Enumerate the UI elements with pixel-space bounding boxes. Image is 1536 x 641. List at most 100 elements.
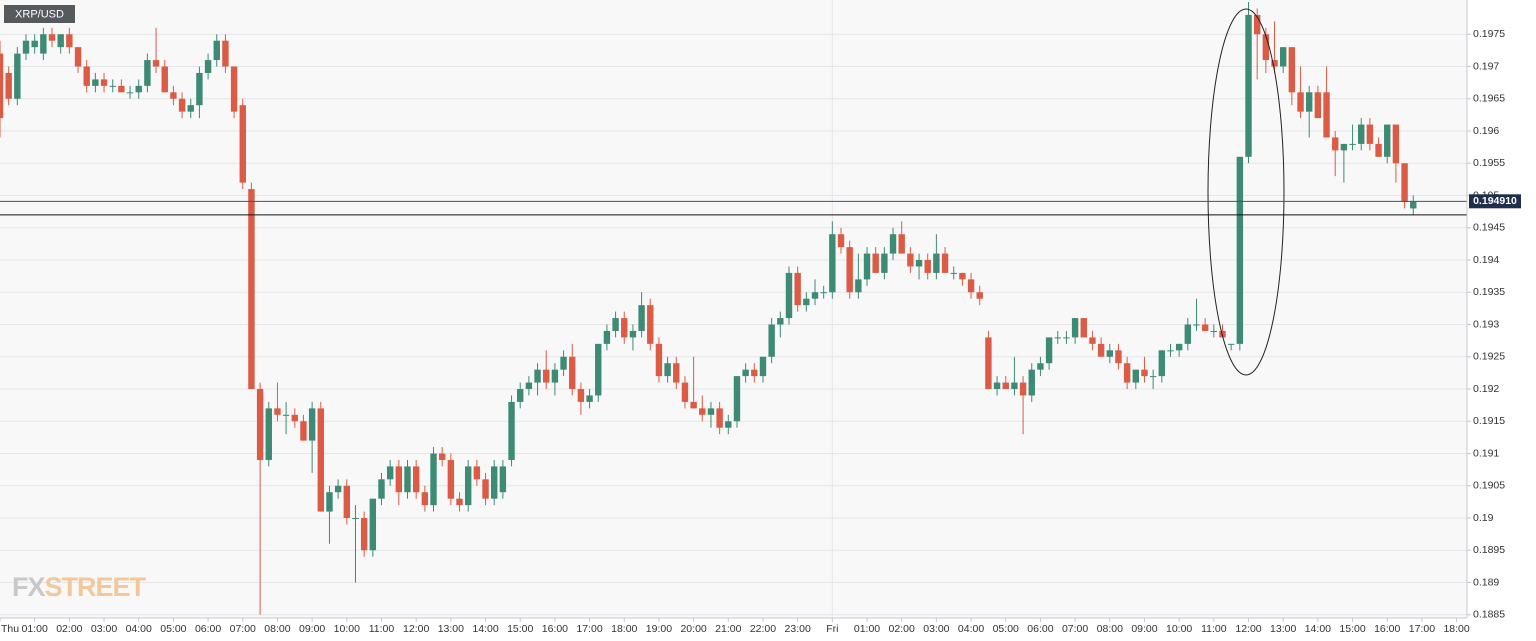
candle-body <box>74 47 82 67</box>
candle-body <box>473 466 481 480</box>
x-tick-label: 19:00 <box>646 623 672 635</box>
candle-body <box>404 466 411 493</box>
y-tick-label: 0.192 <box>1473 383 1499 395</box>
candle-body <box>126 92 134 94</box>
candle-body <box>1340 143 1348 151</box>
candle-body <box>464 466 472 506</box>
x-tick-label: 16:00 <box>1374 623 1400 635</box>
candle-body <box>785 272 793 319</box>
candle-body <box>144 60 151 86</box>
candle-body <box>1149 376 1157 378</box>
plot-area <box>0 0 1467 618</box>
candle-body <box>1184 324 1192 344</box>
watermark-street: STREET <box>45 572 147 602</box>
candle-body <box>317 408 324 512</box>
y-tick-label: 0.191 <box>1473 447 1499 459</box>
candle-body <box>256 389 264 460</box>
x-tick-label: 05:00 <box>160 623 186 635</box>
x-tick-label: 16:00 <box>542 623 568 635</box>
x-tick-label: 11:00 <box>369 623 395 635</box>
candle-body <box>204 60 212 73</box>
candle-body <box>673 363 680 383</box>
candle-body <box>491 466 498 499</box>
candle-body <box>976 292 983 299</box>
candle-body <box>707 408 715 415</box>
candle-body <box>993 382 1001 390</box>
x-tick-label: 21:00 <box>715 623 741 635</box>
candle-body <box>1366 124 1374 144</box>
candle-body <box>360 518 368 551</box>
candle-body <box>768 324 775 357</box>
x-tick-label: 07:00 <box>230 623 256 635</box>
candle-body <box>152 60 160 67</box>
candle-body <box>612 318 619 331</box>
candle-body <box>100 79 108 86</box>
candle-body <box>959 272 966 280</box>
candle-body <box>941 253 949 273</box>
x-tick-label: 01:00 <box>854 623 880 635</box>
candle-body <box>534 369 541 383</box>
candle-body <box>213 40 220 61</box>
candle-body <box>1384 124 1391 157</box>
y-tick-label: 0.1965 <box>1473 93 1505 105</box>
candle-body <box>92 79 99 86</box>
watermark-fx: FX <box>12 572 45 602</box>
candle-body <box>1288 47 1296 93</box>
candle-body <box>855 279 862 293</box>
candle-body <box>1063 337 1070 339</box>
last-price-label: 0.194910 <box>1473 195 1517 207</box>
candle-body <box>1089 337 1096 344</box>
candle-body <box>716 408 723 428</box>
x-tick-label: 22:00 <box>750 623 776 635</box>
x-tick-label: Fri <box>826 623 838 635</box>
candle-body <box>586 395 593 402</box>
y-tick-label: 0.1975 <box>1473 28 1505 40</box>
x-tick-label: 09:00 <box>299 623 325 635</box>
candle-body <box>803 298 810 306</box>
candle-body <box>118 85 125 93</box>
candle-body <box>543 369 550 383</box>
candle-body <box>482 479 489 499</box>
candle-body <box>57 34 64 48</box>
candle-body <box>1236 156 1244 344</box>
candle-body <box>950 272 957 274</box>
y-tick-label: 0.1905 <box>1473 480 1505 492</box>
candle-body <box>863 253 871 280</box>
x-tick-label: 02:00 <box>56 623 82 635</box>
candle-body <box>430 453 437 506</box>
candle-body <box>1279 47 1287 67</box>
candle-body <box>1175 343 1183 351</box>
candle-body <box>889 234 897 254</box>
x-tick-label: 08:00 <box>264 623 290 635</box>
x-tick-label: 03:00 <box>91 623 117 635</box>
candle-body <box>1358 124 1365 144</box>
candle-body <box>915 260 923 267</box>
candle-body <box>1375 143 1382 157</box>
x-tick-label: 02:00 <box>889 623 915 635</box>
candle-body <box>1227 343 1235 345</box>
candle-body <box>395 466 403 493</box>
x-tick-label: 13:00 <box>1270 623 1296 635</box>
x-tick-label: 15:00 <box>507 623 533 635</box>
candle-body <box>1132 369 1139 383</box>
y-tick-label: 0.193 <box>1473 318 1499 330</box>
candle-body <box>898 234 905 254</box>
candles <box>0 2 1417 615</box>
x-tick-label: 13:00 <box>438 623 464 635</box>
candle-body <box>603 330 611 344</box>
x-tick-label: 06:00 <box>1027 623 1053 635</box>
candle-body <box>1097 343 1105 357</box>
candle-body <box>1210 330 1218 332</box>
candle-body <box>681 382 689 402</box>
y-tick-label: 0.1895 <box>1473 544 1505 556</box>
candle-body <box>5 72 12 99</box>
candle-body <box>690 401 697 409</box>
x-tick-label: 10:00 <box>334 623 360 635</box>
candle-body <box>551 369 559 383</box>
candle-body <box>40 34 47 54</box>
candle-body <box>811 292 819 299</box>
candle-body <box>187 105 194 112</box>
candle-body <box>985 337 992 390</box>
candle-body <box>66 34 73 48</box>
y-tick-label: 0.189 <box>1473 576 1499 588</box>
